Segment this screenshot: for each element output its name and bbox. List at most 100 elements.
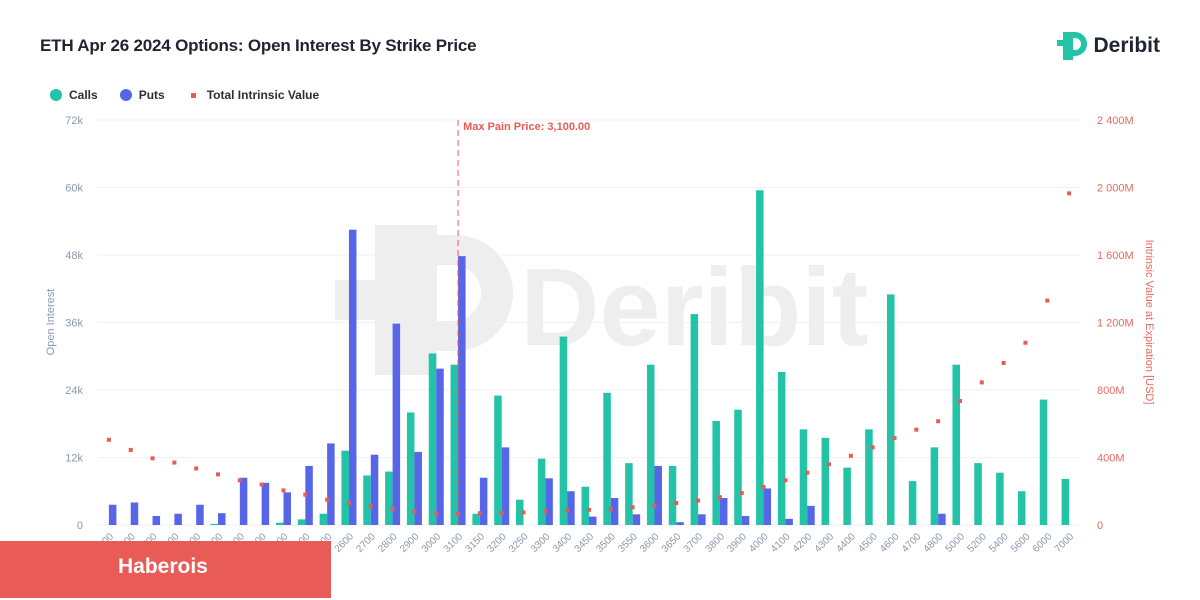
put-bar[interactable]	[589, 516, 597, 525]
intrinsic-point[interactable]	[1001, 361, 1006, 365]
intrinsic-point[interactable]	[805, 470, 810, 475]
put-bar[interactable]	[763, 488, 772, 525]
intrinsic-point[interactable]	[216, 472, 221, 477]
call-bar[interactable]	[777, 372, 786, 525]
intrinsic-point[interactable]	[717, 495, 722, 500]
intrinsic-point[interactable]	[1067, 191, 1072, 196]
intrinsic-point[interactable]	[106, 437, 111, 442]
intrinsic-point[interactable]	[477, 511, 482, 516]
put-bar[interactable]	[130, 502, 139, 526]
put-bar[interactable]	[218, 513, 226, 525]
intrinsic-point[interactable]	[739, 490, 744, 495]
put-bar[interactable]	[479, 477, 488, 525]
put-bar[interactable]	[348, 229, 357, 525]
put-bar[interactable]	[392, 323, 401, 525]
intrinsic-point[interactable]	[1045, 298, 1050, 303]
intrinsic-point[interactable]	[434, 511, 439, 516]
call-bar[interactable]	[1039, 399, 1048, 525]
put-bar[interactable]	[174, 513, 182, 525]
call-bar[interactable]	[843, 467, 851, 525]
put-bar[interactable]	[414, 451, 422, 525]
call-bar[interactable]	[756, 190, 764, 525]
call-bar[interactable]	[952, 364, 960, 525]
intrinsic-point[interactable]	[827, 462, 832, 467]
put-bar[interactable]	[305, 465, 313, 525]
call-bar[interactable]	[406, 412, 415, 526]
call-bar[interactable]	[690, 314, 699, 525]
put-bar[interactable]	[807, 505, 815, 525]
put-bar[interactable]	[567, 491, 575, 525]
call-bar[interactable]	[996, 472, 1004, 525]
call-bar[interactable]	[1061, 478, 1070, 525]
intrinsic-point[interactable]	[172, 460, 177, 465]
call-bar[interactable]	[275, 522, 284, 525]
intrinsic-point[interactable]	[368, 504, 373, 509]
intrinsic-point[interactable]	[979, 380, 984, 385]
intrinsic-point[interactable]	[696, 498, 701, 503]
intrinsic-point[interactable]	[325, 497, 330, 502]
intrinsic-point[interactable]	[259, 482, 264, 487]
intrinsic-point[interactable]	[848, 453, 853, 458]
put-bar[interactable]	[283, 492, 291, 525]
call-bar[interactable]	[646, 364, 655, 525]
call-bar[interactable]	[428, 353, 437, 525]
intrinsic-point[interactable]	[870, 445, 875, 450]
put-bar[interactable]	[239, 477, 248, 525]
call-bar[interactable]	[581, 486, 590, 525]
intrinsic-point[interactable]	[630, 505, 635, 510]
intrinsic-point[interactable]	[565, 508, 570, 513]
call-bar[interactable]	[1017, 491, 1026, 525]
put-bar[interactable]	[632, 514, 641, 525]
call-bar[interactable]	[319, 513, 328, 525]
call-bar[interactable]	[668, 465, 677, 525]
put-bar[interactable]	[196, 504, 204, 525]
call-bar[interactable]	[516, 499, 524, 525]
intrinsic-point[interactable]	[521, 510, 526, 515]
put-bar[interactable]	[152, 516, 161, 525]
call-bar[interactable]	[908, 481, 917, 525]
intrinsic-point[interactable]	[281, 488, 286, 493]
call-bar[interactable]	[537, 458, 546, 525]
put-bar[interactable]	[654, 465, 662, 525]
legend-item-calls[interactable]: Calls	[50, 88, 98, 102]
put-bar[interactable]	[938, 513, 946, 525]
intrinsic-point[interactable]	[957, 398, 962, 403]
put-bar[interactable]	[785, 518, 793, 525]
deribit-logo[interactable]: Deribit	[1057, 30, 1160, 62]
call-bar[interactable]	[472, 513, 480, 525]
put-bar[interactable]	[698, 514, 706, 525]
call-bar[interactable]	[799, 429, 808, 525]
intrinsic-point[interactable]	[587, 507, 591, 512]
call-bar[interactable]	[865, 429, 873, 525]
call-bar[interactable]	[974, 463, 982, 525]
intrinsic-point[interactable]	[783, 478, 788, 483]
put-bar[interactable]	[610, 498, 619, 525]
call-bar[interactable]	[625, 463, 633, 525]
call-bar[interactable]	[385, 471, 393, 525]
intrinsic-point[interactable]	[390, 506, 395, 511]
call-bar[interactable]	[734, 409, 742, 525]
put-bar[interactable]	[261, 482, 270, 525]
intrinsic-point[interactable]	[150, 456, 155, 461]
intrinsic-point[interactable]	[914, 427, 919, 432]
legend-item-puts[interactable]: Puts	[119, 88, 165, 102]
call-bar[interactable]	[603, 392, 611, 525]
call-bar[interactable]	[821, 437, 830, 525]
intrinsic-point[interactable]	[346, 501, 351, 506]
put-bar[interactable]	[327, 443, 335, 525]
intrinsic-point[interactable]	[674, 501, 679, 506]
intrinsic-point[interactable]	[499, 510, 504, 515]
intrinsic-point[interactable]	[652, 503, 657, 508]
call-bar[interactable]	[210, 523, 219, 525]
intrinsic-point[interactable]	[237, 478, 242, 483]
intrinsic-point[interactable]	[1023, 340, 1028, 345]
intrinsic-point[interactable]	[892, 436, 897, 441]
call-bar[interactable]	[450, 364, 459, 525]
intrinsic-point[interactable]	[543, 509, 548, 514]
intrinsic-point[interactable]	[303, 492, 308, 497]
call-bar[interactable]	[887, 294, 895, 525]
call-bar[interactable]	[297, 519, 306, 525]
intrinsic-point[interactable]	[936, 419, 941, 424]
legend-item-intrinsic[interactable]: Total Intrinsic Value	[187, 88, 319, 102]
call-bar[interactable]	[341, 450, 349, 525]
